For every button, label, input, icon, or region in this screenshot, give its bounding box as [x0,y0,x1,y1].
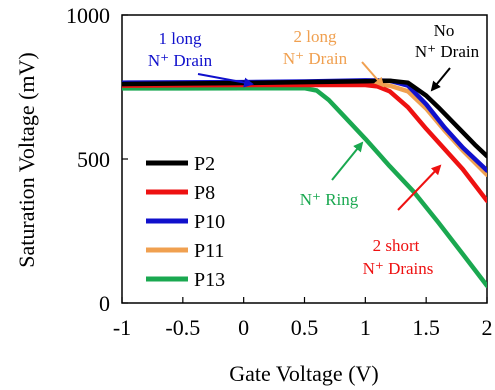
y-tick-label-2: 1000 [66,3,110,28]
annotation-2-short-arrow [397,164,442,211]
ticks-layer: -1 -0.5 0 0.5 1 1.5 2 0 500 1000 [66,3,493,340]
annotation-2-long-n-drain: 2 long N⁺ Drain [283,27,385,88]
annotation-1-long-line2: N⁺ Drain [148,51,213,70]
series-line-p13 [122,85,487,288]
annotation-1-long-line1: 1 long [159,29,202,48]
y-tick-label-0: 0 [99,291,110,316]
x-tick-label-3: 0.5 [291,315,319,340]
annotation-1-long-n-drain: 1 long N⁺ Drain [148,29,254,88]
annotation-2-long-line1: 2 long [294,27,337,46]
annotation-n-ring-arrow [331,141,364,181]
annotation-no-n-drain: No N⁺ Drain [415,21,480,92]
series-line-p2 [122,78,487,159]
x-tick-label-4: 1 [360,315,371,340]
x-tick-label-2: 0 [238,315,249,340]
annotation-no-line1: No [434,21,455,40]
annotation-2-short-line1: 2 short [373,236,420,255]
y-axis-label: Saturation Voltage (mV) [14,52,39,268]
legend-label-p2: P2 [194,153,215,175]
annotation-2-long-arrow [361,61,385,88]
annotation-2-long-line2: N⁺ Drain [283,49,348,68]
series-line-p10 [122,78,487,173]
legend-label-p13: P13 [194,269,225,291]
annotation-no-arrow [430,67,451,92]
x-axis-label: Gate Voltage (V) [229,361,378,386]
annotation-no-line2: N⁺ Drain [415,42,480,61]
legend-label-p10: P10 [194,211,225,233]
legend: P2 P8 P10 P11 P13 [146,153,225,291]
x-tick-label-6: 2 [482,315,493,340]
annotation-n-ring: N⁺ Ring [300,141,364,209]
annotation-1-long-arrow [197,73,254,88]
x-tick-label-0: -1 [113,315,131,340]
legend-label-p11: P11 [194,240,224,262]
legend-label-p8: P8 [194,182,215,204]
x-tick-label-1: -0.5 [165,315,200,340]
annotation-2-short-line2: N⁺ Drains [363,259,434,278]
x-tick-label-5: 1.5 [412,315,440,340]
annotation-n-ring-line1: N⁺ Ring [300,190,359,209]
series-layer [122,78,487,288]
annotation-2-short-n-drains: 2 short N⁺ Drains [363,164,442,278]
y-tick-label-1: 500 [77,147,110,172]
